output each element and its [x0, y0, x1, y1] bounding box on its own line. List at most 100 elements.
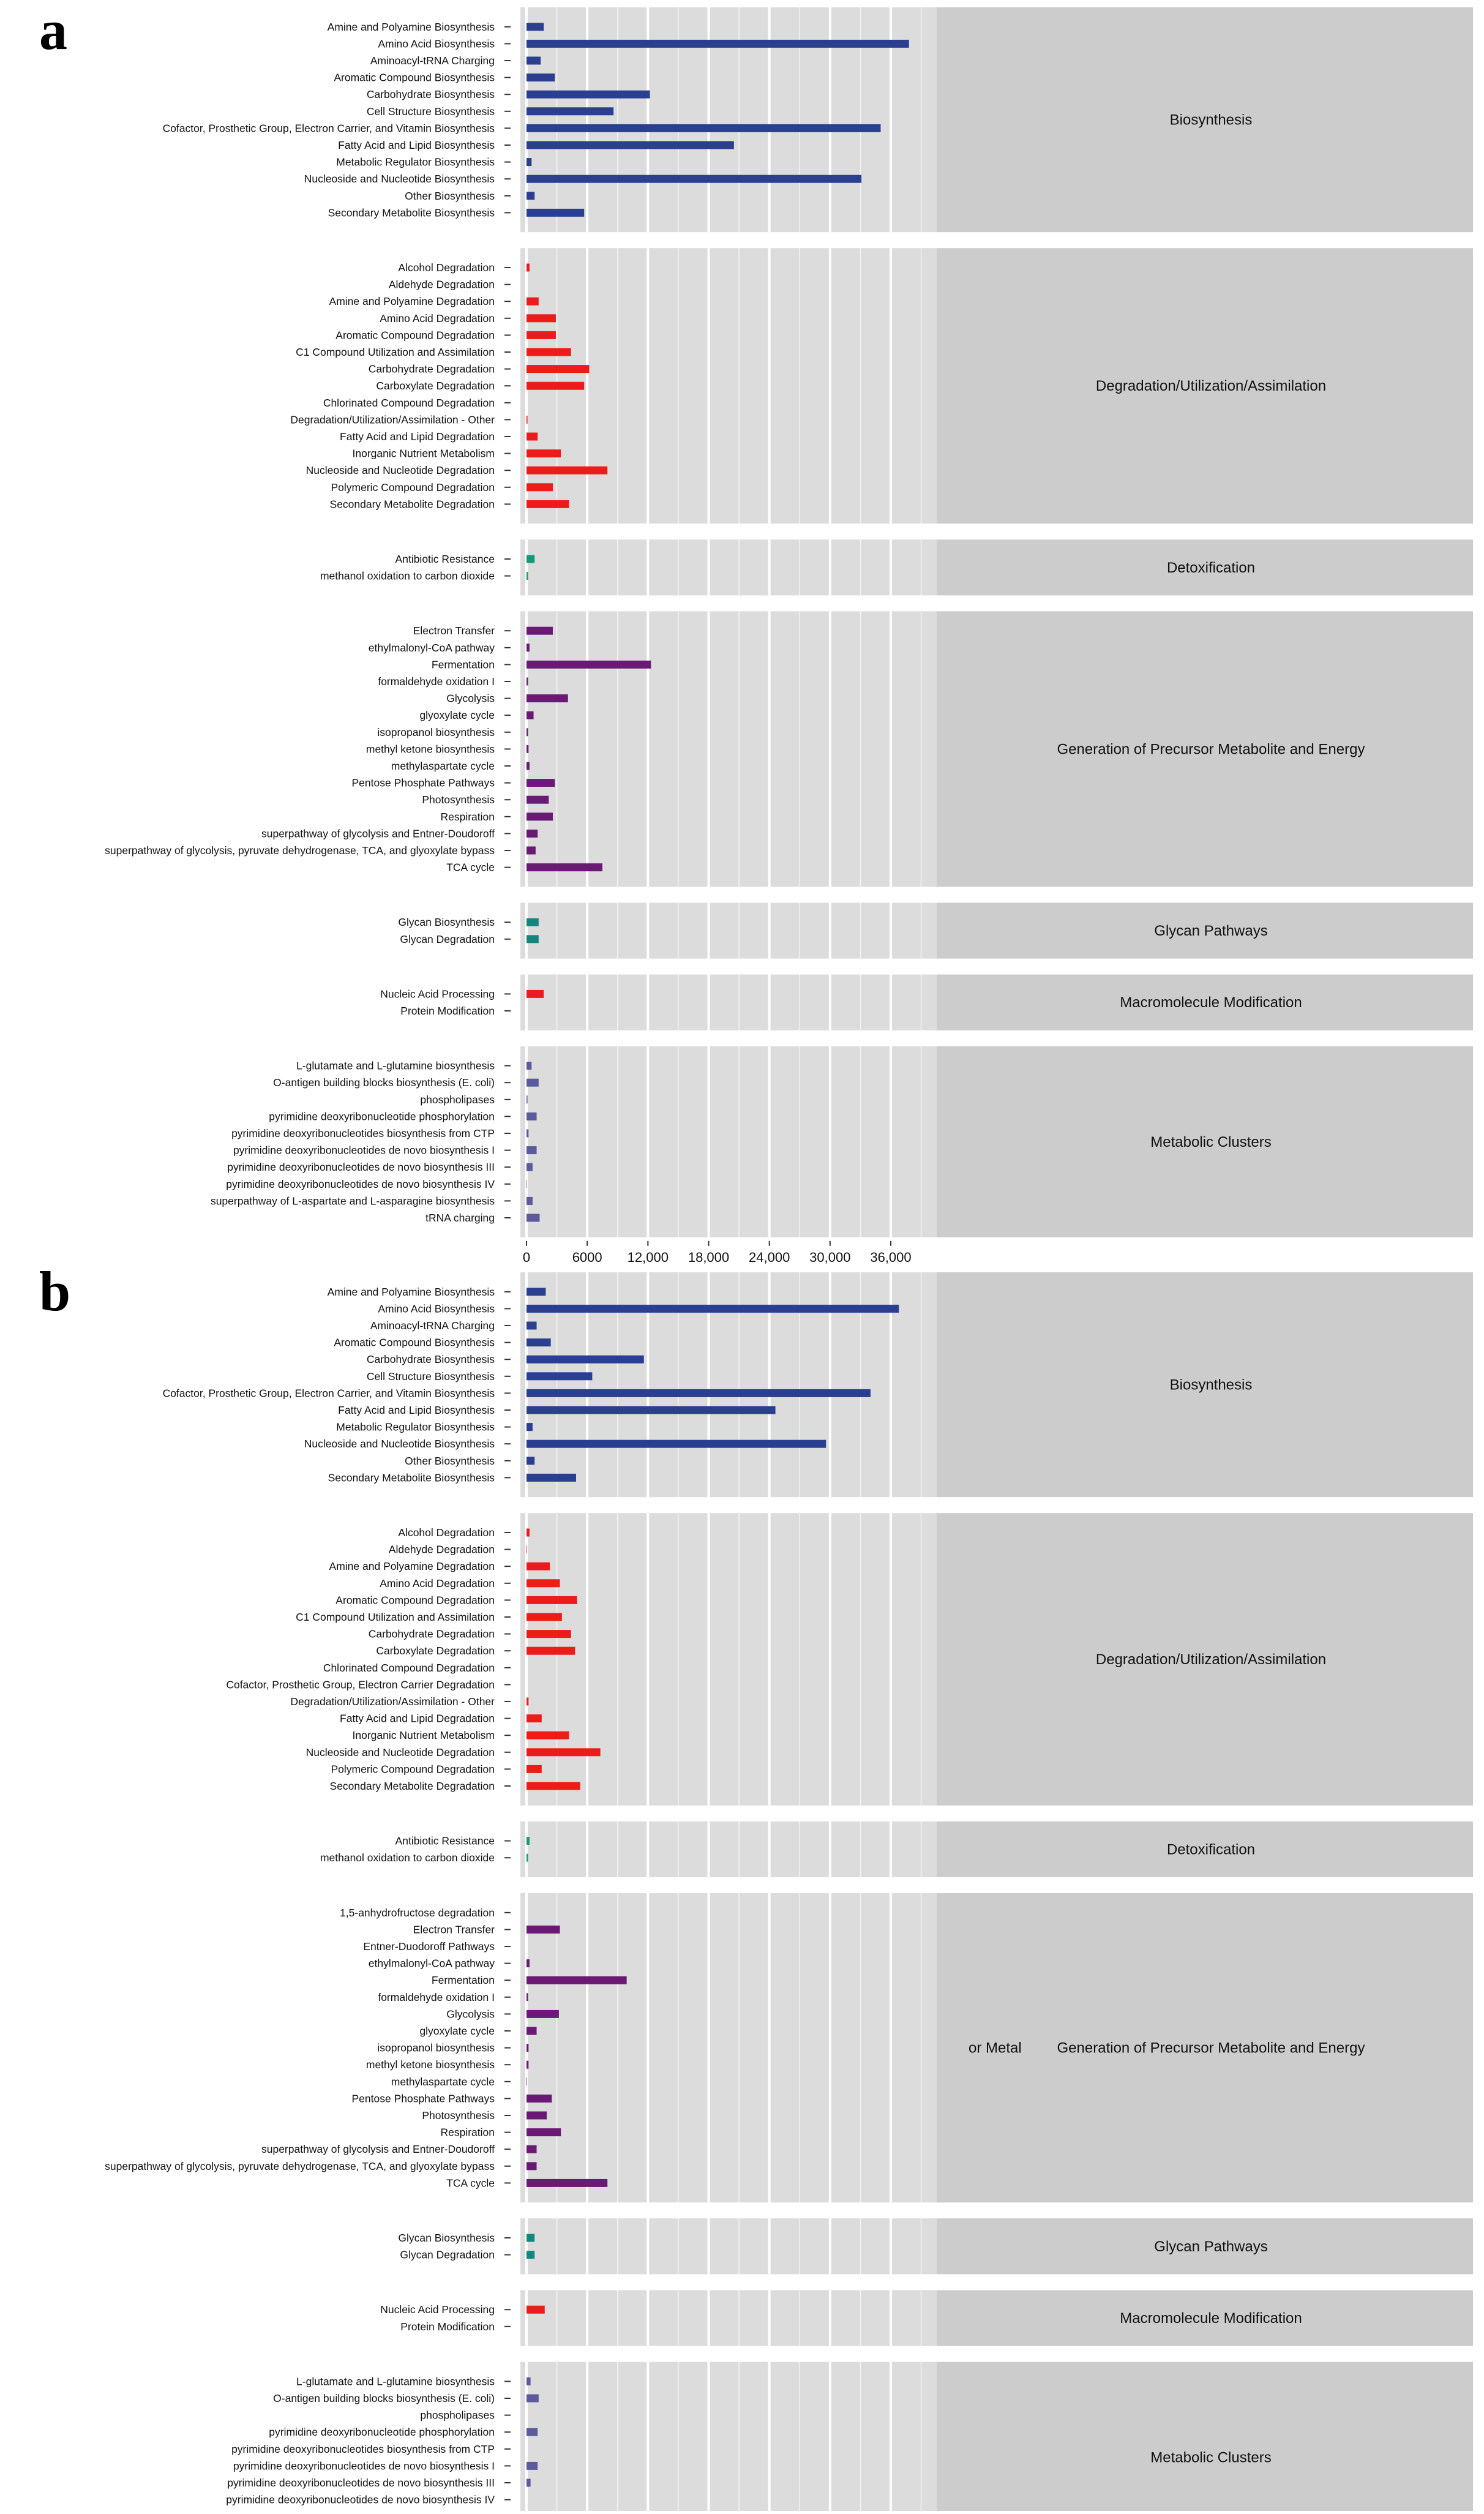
category-label: Respiration — [440, 2126, 495, 2139]
bar-aromatic-compound-biosynthesis — [527, 73, 555, 82]
category-label: Nucleoside and Nucleotide Degradation — [306, 464, 495, 476]
category-label: superpathway of glycolysis and Entner-Do… — [261, 827, 495, 839]
category-label: Degradation/Utilization/Assimilation - O… — [290, 1695, 495, 1708]
category-label: L-glutamate and L-glutamine biosynthesis — [296, 1060, 495, 1072]
bar-ethylmalonyl-coa-pathway — [527, 1959, 530, 1968]
facet-strip — [937, 2290, 1473, 2346]
bar-secondary-metabolite-biosynthesis — [527, 1473, 576, 1482]
bar-amine-and-polyamine-biosynthesis — [527, 23, 544, 31]
bar-cofactor-prosthetic-group-electron-carrier-and-vitamin-biosynthesis — [527, 1389, 871, 1397]
bar-pentose-phosphate-pathways — [527, 779, 555, 787]
category-label: Secondary Metabolite Biosynthesis — [328, 1471, 495, 1484]
bar-isopropanol-biosynthesis — [527, 728, 528, 737]
bar-polymeric-compound-degradation — [527, 483, 553, 492]
bar-amino-acid-biosynthesis — [527, 39, 909, 48]
category-label: Chlorinated Compound Degradation — [323, 1662, 495, 1674]
facet-strip — [937, 611, 1473, 887]
category-label: Aldehyde Degradation — [389, 279, 495, 291]
facet-strip-overflow: or Metal — [969, 2040, 1022, 2057]
category-label: Amino Acid Biosynthesis — [378, 37, 495, 50]
bar-carboxylate-degradation — [527, 381, 585, 390]
category-label: Photosynthesis — [422, 794, 495, 806]
category-label: Alcohol Degradation — [398, 261, 495, 274]
facet-strip-label: Metabolic Clusters — [1150, 2450, 1271, 2466]
bar-electron-transfer — [527, 626, 553, 635]
facet-strip-label: Glycan Pathways — [1154, 2238, 1267, 2255]
category-label: ethylmalonyl-CoA pathway — [369, 642, 495, 654]
bar-antibiotic-resistance — [527, 555, 535, 563]
bar-pyrimidine-deoxyribonucleotides-de-novo-biosynthesis-iii — [527, 2478, 531, 2487]
facet-strip — [937, 974, 1473, 1030]
facet-strip — [937, 2362, 1473, 2514]
category-label: Cell Structure Biosynthesis — [367, 1370, 495, 1383]
facet-strip — [937, 7, 1473, 233]
facet-strip-label: Macromolecule Modification — [1120, 994, 1302, 1011]
category-label: Chlorinated Compound Degradation — [323, 397, 495, 409]
category-label: glyoxylate cycle — [419, 709, 495, 721]
bar-inorganic-nutrient-metabolism — [527, 1731, 569, 1739]
bar-polymeric-compound-degradation — [527, 1765, 542, 1773]
bar-superpathway-of-glycolysis-pyruvate-dehydrogenase-tca-and-glyoxylate-bypass — [527, 2162, 537, 2171]
bar-superpathway-of-l-aspartate-and-l-asparagine-biosynthesis — [527, 1196, 533, 1205]
category-label: Fatty Acid and Lipid Degradation — [340, 430, 495, 443]
bar-carbohydrate-degradation — [527, 365, 590, 373]
category-label: Degradation/Utilization/Assimilation - O… — [290, 413, 495, 426]
category-label: superpathway of glycolysis, pyruvate deh… — [105, 844, 495, 857]
category-label: Nucleoside and Nucleotide Biosynthesis — [304, 1438, 495, 1450]
category-label: isopropanol biosynthesis — [377, 2042, 495, 2054]
bar-respiration — [527, 2128, 561, 2137]
category-label: Carbohydrate Degradation — [369, 363, 495, 375]
category-label: Pentose Phosphate Pathways — [352, 2092, 495, 2104]
x-tick-label: 0 — [523, 1250, 530, 1265]
category-label: Metabolic Regulator Biosynthesis — [336, 156, 495, 168]
category-label: Glycolysis — [446, 2008, 495, 2020]
facet-plot-bg — [520, 902, 937, 959]
bar-c1-compound-utilization-and-assimilation — [527, 1613, 562, 1621]
facet-generation-of-precursor-metabolite-and-energy-a: Generation of Precursor Metabolite and E… — [105, 611, 1473, 887]
facet-plot-bg — [520, 974, 937, 1030]
bar-formaldehyde-oxidation-i — [527, 677, 528, 686]
category-label: Amine and Polyamine Degradation — [329, 1560, 495, 1572]
category-label: superpathway of glycolysis and Entner-Do… — [261, 2143, 495, 2155]
bar-degradation-utilization-assimilation-other — [527, 1697, 529, 1706]
bar-ethylmalonyl-coa-pathway — [527, 644, 530, 652]
facet-strip — [937, 2218, 1473, 2275]
bar-aromatic-compound-biosynthesis — [527, 1338, 551, 1347]
category-label: Amino Acid Degradation — [380, 1577, 495, 1589]
category-label: Glycan Biosynthesis — [398, 916, 495, 928]
category-label: Amine and Polyamine Biosynthesis — [328, 1286, 495, 1298]
category-label: ethylmalonyl-CoA pathway — [369, 1957, 495, 1970]
bar-fatty-acid-and-lipid-biosynthesis — [527, 141, 734, 149]
bar-methanol-oxidation-to-carbon-dioxide — [527, 572, 528, 580]
bar-pyrimidine-deoxyribonucleotides-de-novo-biosynthesis-i — [527, 1146, 537, 1155]
category-label: Glycan Degradation — [400, 2249, 495, 2261]
bar-metabolic-regulator-biosynthesis — [527, 158, 532, 167]
panel-label-a: a — [39, 0, 67, 61]
category-label: methyl ketone biosynthesis — [366, 743, 495, 755]
bar-fatty-acid-and-lipid-degradation — [527, 432, 538, 441]
facet-strip — [937, 248, 1473, 524]
facet-degradation-utilization-assimilation-a: Degradation/Utilization/Assimilation Alco… — [290, 248, 1473, 524]
category-label: pyrimidine deoxyribonucleotides de novo … — [233, 1144, 495, 1157]
category-label: Photosynthesis — [422, 2109, 495, 2122]
category-label: Cofactor, Prosthetic Group, Electron Car… — [226, 1678, 495, 1690]
facet-strip-label: Biosynthesis — [1170, 1377, 1253, 1394]
panel-a: a Biosynthesis Amine and Polyamine Biosynt… — [39, 0, 1473, 1265]
category-label: Aldehyde Degradation — [389, 1544, 495, 1556]
facet-biosynthesis-a: Biosynthesis Amine and Polyamine Biosynth… — [163, 7, 1473, 233]
facet-glycan-pathways-a: Glycan Pathways Glycan Biosynthesis Glycan… — [398, 902, 1473, 959]
facet-detoxification-b: Detoxification Antibiotic Resistance metha… — [320, 1821, 1473, 1877]
x-tick-label: 18,000 — [688, 1250, 729, 1265]
category-label: Cofactor, Prosthetic Group, Electron Car… — [163, 1387, 495, 1399]
bar-nucleic-acid-processing — [527, 2305, 545, 2314]
category-label: Nucleic Acid Processing — [380, 988, 495, 1000]
bar-cofactor-prosthetic-group-electron-carrier-and-vitamin-biosynthesis — [527, 124, 881, 132]
facet-strip — [937, 1272, 1473, 1498]
x-tick-label: 12,000 — [628, 1250, 669, 1265]
x-tick-label: 30,000 — [809, 1250, 850, 1265]
bar-glycan-biosynthesis — [527, 918, 539, 926]
bar-glycolysis — [527, 694, 568, 703]
category-label: Nucleic Acid Processing — [380, 2303, 495, 2316]
category-label: Fatty Acid and Lipid Biosynthesis — [338, 139, 495, 151]
